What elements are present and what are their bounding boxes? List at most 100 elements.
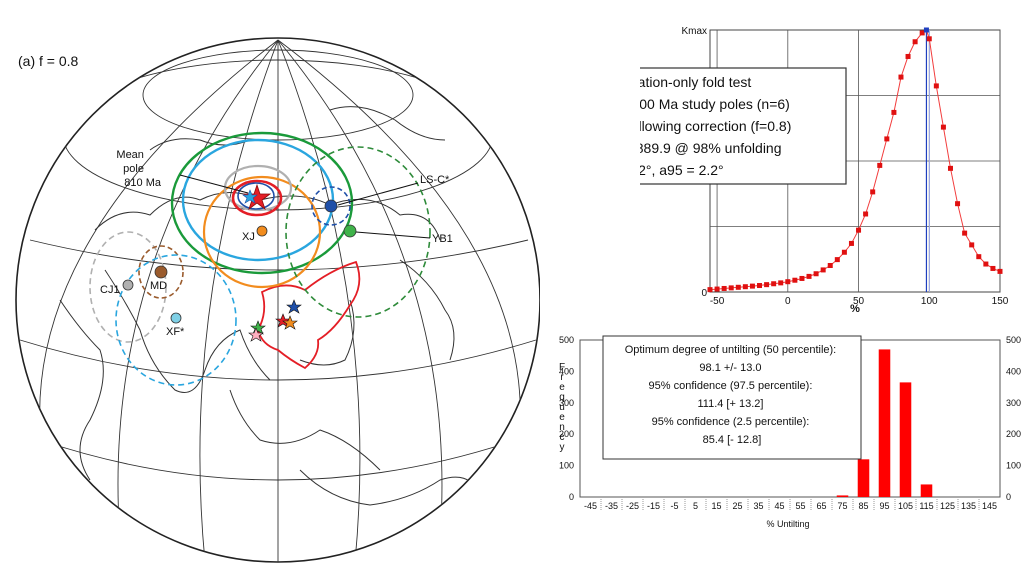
kappa-y-zero-label: 0 [701,288,707,299]
hist-y-axis-letter: e [559,412,565,423]
kappa-data-point [721,285,727,291]
hist-x-tick-label: -5 [670,501,678,511]
hist-y-tick-label-right: 0 [1006,492,1011,502]
green-a95-circle [170,131,354,275]
hist-bar [878,349,891,497]
kappa-data-point [962,230,968,236]
kappa-data-point [813,271,819,277]
pole-star-blue [242,189,258,204]
hist-x-tick-label: 95 [879,501,889,511]
hist-y-tick-label-right: 300 [1006,398,1021,408]
hist-y-tick-label-right: 100 [1006,461,1021,471]
xj-pole-marker [256,225,268,237]
red-mean-a95-circle [231,179,283,217]
kappa-data-point [707,287,713,293]
untilting-histogram: 0 100 200 300 400 500 0 100 200 300 400 500 -45 -35… [559,335,1021,529]
hist-x-tick-label: 35 [753,501,763,511]
kappa-data-point [891,109,897,115]
hist-textbox-line-3: 95% confidence (97.5 percentile): [649,380,813,392]
kappa-x-tick-label: 100 [921,296,938,307]
kappa-data-point [898,74,904,80]
hist-bar [920,484,933,497]
hist-x-tick-label: -45 [584,501,597,511]
hist-x-tick-label: 75 [837,501,847,511]
kappa-title-line-5: Inc = 75.2°, a95 = 2.2° [640,162,724,178]
kappa-title-line-1: (b) Inclination-only fold test [640,74,751,90]
orange-a95-circle [202,175,322,289]
site-star-pink [248,327,264,342]
hist-x-tick-label: 125 [940,501,955,511]
blue-inner-a95-circle [237,182,275,210]
hist-x-tick-label: 55 [795,501,805,511]
md-label: MD [150,280,167,292]
south-china-block-outline [257,260,361,370]
untilting-histogram-panel: 0 100 200 300 400 500 0 100 200 300 400 500 -45 -35… [540,330,1024,576]
hist-y-axis-letter: F [559,362,565,373]
globe-panel-label: (a) f = 0.8 [18,53,79,69]
hist-x-tick-label: 45 [774,501,784,511]
kappa-data-point [983,261,989,267]
mean-pole-star [242,183,272,211]
kappa-data-point [834,257,840,263]
hist-y-tick-label-right: 400 [1006,366,1021,376]
hist-y-tick-label-right: 500 [1006,335,1021,345]
xf-pole-marker [170,312,182,324]
kappa-data-point [764,282,770,288]
mean-pole-leader [179,174,249,194]
kappa-data-point [856,227,862,233]
kappa-data-point [976,254,982,260]
hist-x-axis-label: % Untilting [766,519,809,529]
kappa-data-point [728,285,734,291]
lsc-a95-circle [311,186,351,226]
md-a95-circle [138,245,184,299]
kappa-title-line-4: Kmax = 889.9 @ 98% unfolding [640,140,782,156]
yb1-leader [355,231,431,239]
hist-x-tick-label: -15 [647,501,660,511]
hist-x-tick-label: 135 [961,501,976,511]
yb1-pole-marker [343,224,357,238]
hist-y-tick-label-left: 0 [569,492,574,502]
hist-x-ticks: -45 -35 -25 -15 -5 5 15 25 35 45 55 65 75 85 95 105 115 1… [584,499,997,511]
hist-x-tick-label: 25 [732,501,742,511]
kappa-data-point [926,36,932,42]
kappa-data-point [799,275,805,281]
hist-textbox-line-2: 98.1 +/- 13.0 [699,362,761,374]
kappa-kmax-axis-label: Kmax [681,26,707,37]
kappa-data-point [827,263,833,269]
hist-y-axis-letter: e [559,382,565,393]
lsc-label: LS-C* [420,174,450,186]
mean-pole-label: Mean pole 810 Ma [116,149,161,189]
kappa-data-point [778,280,784,286]
kappa-data-point [884,136,890,142]
kappa-data-point [863,211,869,217]
yb1-label: YB1 [432,233,453,245]
hist-textbox-line-4: 111.4 [+ 13.2] [697,398,763,410]
site-star-orange [282,315,298,330]
hist-bar [857,459,870,497]
cj1-label: CJ1 [100,284,120,296]
xj-label: XJ [242,231,255,243]
kappa-max-point [923,27,929,33]
hist-textbox-line-5: 95% confidence (2.5 percentile): [652,416,810,428]
kappa-title-line-2: All 820-800 Ma study poles (n=6) [640,96,790,112]
cj1-a95-circle [89,231,167,343]
globe-svg: (a) f = 0.8 [15,37,541,563]
hist-y-axis-letter: q [559,392,565,403]
kappa-data-point [792,277,798,283]
kappa-data-point [940,124,946,130]
hist-y-tick-label-left: 100 [559,461,574,471]
kappa-data-point [848,240,854,246]
kappa-data-point [912,39,918,45]
hist-x-tick-label: 105 [898,501,913,511]
kappa-data-point [820,267,826,273]
hist-y-tick-label-left: 300 [559,398,574,408]
kappa-data-point [905,53,911,59]
kappa-data-point [947,165,953,171]
site-star-green [250,320,266,335]
kappa-data-point [955,201,961,207]
hist-x-tick-label: -35 [605,501,618,511]
hist-x-tick-label: 115 [919,501,933,511]
xf-a95-circle [115,254,237,386]
kappa-x-tick-label: 50 [853,296,865,307]
